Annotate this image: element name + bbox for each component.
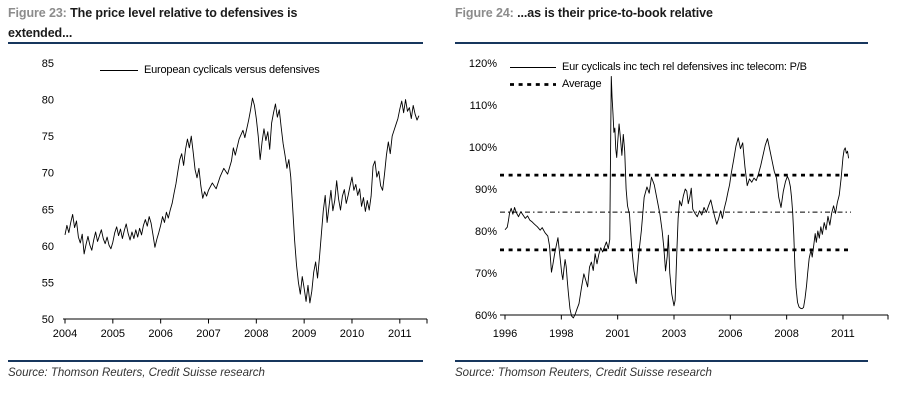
figure-23-label: Figure 23: xyxy=(8,6,67,20)
svg-text:2009: 2009 xyxy=(292,328,316,340)
figure-24-panel: Figure 24: ...as is their price-to-book … xyxy=(455,0,903,407)
figure-24-title-line1: ...as is their price-to-book relative xyxy=(517,6,713,20)
svg-text:80%: 80% xyxy=(475,226,497,238)
svg-text:2001: 2001 xyxy=(605,328,629,340)
figure-23-legend-label: European cyclicals versus defensives xyxy=(144,64,320,76)
svg-text:60%: 60% xyxy=(475,310,497,322)
svg-text:1998: 1998 xyxy=(549,328,573,340)
svg-text:85: 85 xyxy=(42,58,54,70)
svg-text:100%: 100% xyxy=(469,142,497,154)
figure-24-chart: 1996 1998 2001 2003 2006 2008 2011 120% 110% 100%… xyxy=(469,58,889,340)
figure-24-source: Source: Thomson Reuters, Credit Suisse r… xyxy=(455,367,712,379)
svg-text:90%: 90% xyxy=(475,184,497,196)
svg-text:2003: 2003 xyxy=(662,328,686,340)
svg-text:2008: 2008 xyxy=(244,328,268,340)
svg-text:2010: 2010 xyxy=(340,328,364,340)
figure-23-title: Figure 23: The price level relative to d… xyxy=(8,3,348,43)
svg-text:1996: 1996 xyxy=(493,328,517,340)
figure-24-label: Figure 24: xyxy=(455,6,514,20)
svg-text:2005: 2005 xyxy=(101,328,125,340)
solid-line-legend-swatch xyxy=(510,66,556,68)
figure-23-title-line1: The price level relative to defensives i… xyxy=(70,6,298,20)
svg-text:2006: 2006 xyxy=(718,328,742,340)
figure-23-title-rule xyxy=(8,42,423,44)
figure-23-source: Source: Thomson Reuters, Credit Suisse r… xyxy=(8,367,265,379)
figure-23-title-line2: extended... xyxy=(8,26,73,40)
svg-text:2007: 2007 xyxy=(196,328,220,340)
figure-23-legend: European cyclicals versus defensives xyxy=(100,64,320,76)
figure-24-legend-average-label: Average xyxy=(562,78,602,90)
figure-24-title-rule xyxy=(455,42,868,44)
svg-text:2011: 2011 xyxy=(388,328,412,340)
svg-text:80: 80 xyxy=(42,95,54,107)
figure-23-panel: Figure 23: The price level relative to d… xyxy=(8,0,448,407)
figure-24-legend-series: Eur cyclicals inc tech rel defensives in… xyxy=(510,61,807,73)
svg-text:55: 55 xyxy=(42,277,54,289)
figure-23-footer-rule xyxy=(8,360,423,362)
svg-text:60: 60 xyxy=(42,241,54,253)
svg-text:70%: 70% xyxy=(475,268,497,280)
svg-text:2008: 2008 xyxy=(774,328,798,340)
figure-24-footer-rule xyxy=(455,360,868,362)
solid-line-legend-swatch xyxy=(100,69,138,71)
svg-text:110%: 110% xyxy=(470,100,498,112)
svg-text:2006: 2006 xyxy=(148,328,172,340)
figure-24-title: Figure 24: ...as is their price-to-book … xyxy=(455,3,875,23)
figure-23-chart: 2004 2005 2006 2007 2008 2009 2010 2011 85 80 75 70… xyxy=(42,58,428,340)
figure-24-legend-average: Average xyxy=(510,78,602,90)
dotted-line-legend-swatch xyxy=(510,82,556,86)
svg-text:2004: 2004 xyxy=(53,328,77,340)
svg-text:70: 70 xyxy=(42,168,54,180)
svg-text:75: 75 xyxy=(42,131,54,143)
svg-text:65: 65 xyxy=(42,204,54,216)
svg-text:2011: 2011 xyxy=(831,328,855,340)
svg-text:120%: 120% xyxy=(469,58,497,70)
figure-24-legend-series-label: Eur cyclicals inc tech rel defensives in… xyxy=(562,61,807,73)
svg-text:50: 50 xyxy=(42,314,54,326)
